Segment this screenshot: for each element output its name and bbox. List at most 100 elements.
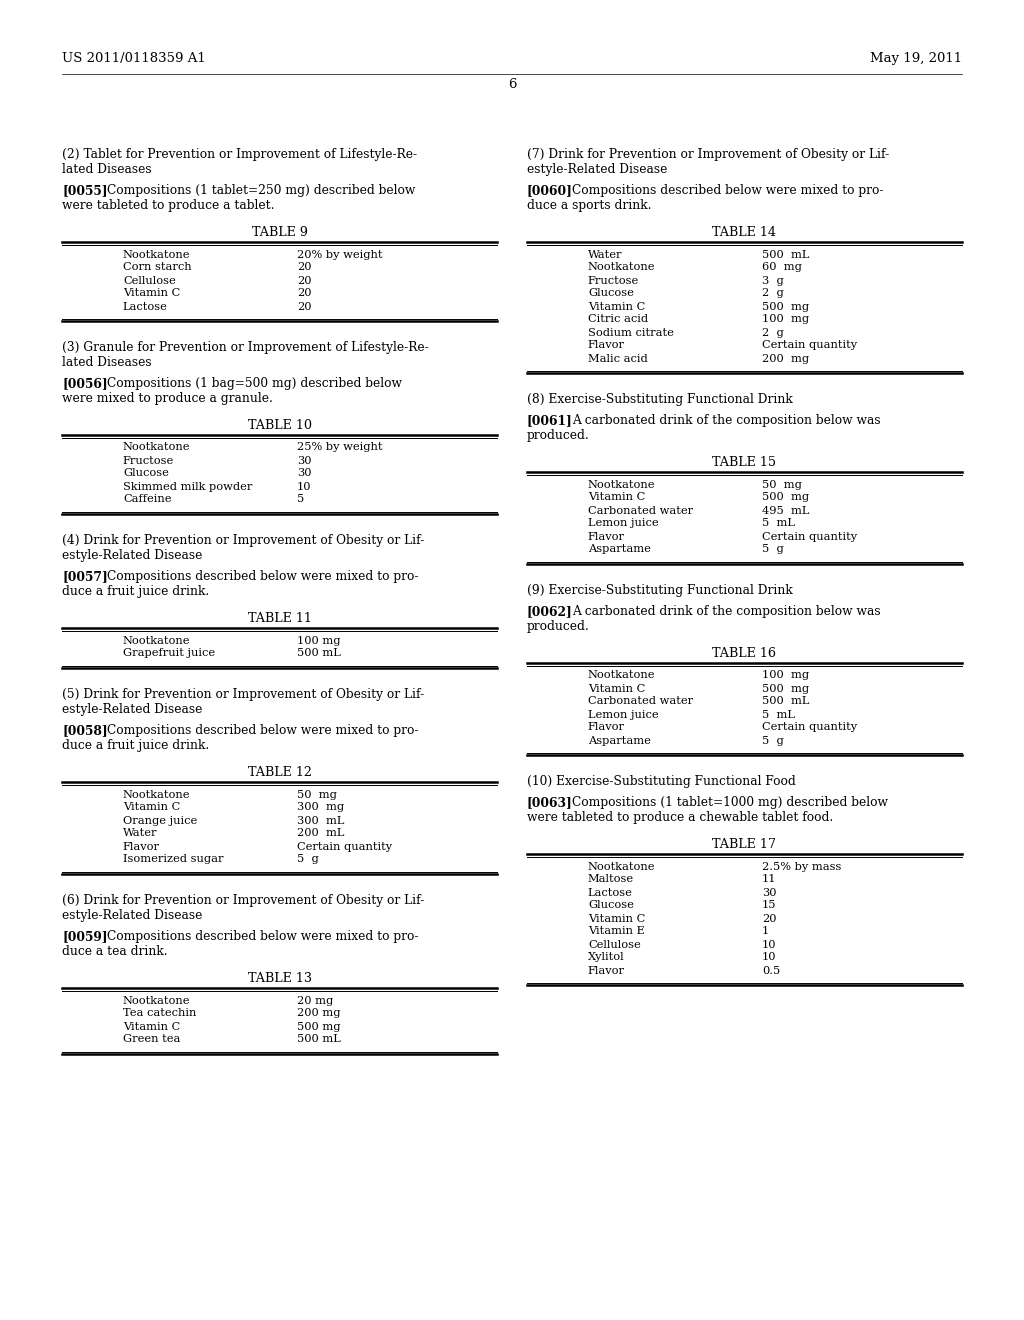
Text: (9) Exercise-Substituting Functional Drink: (9) Exercise-Substituting Functional Dri… [527,583,793,597]
Text: (5) Drink for Prevention or Improvement of Obesity or Lif-: (5) Drink for Prevention or Improvement … [62,688,424,701]
Text: 0.5: 0.5 [762,965,780,975]
Text: 30: 30 [297,455,311,466]
Text: (4) Drink for Prevention or Improvement of Obesity or Lif-: (4) Drink for Prevention or Improvement … [62,535,424,546]
Text: Nootkatone: Nootkatone [123,249,190,260]
Text: duce a tea drink.: duce a tea drink. [62,945,168,958]
Text: Aspartame: Aspartame [588,735,651,746]
Text: 50  mg: 50 mg [297,789,337,800]
Text: Water: Water [588,249,623,260]
Text: 20: 20 [297,276,311,285]
Text: Water: Water [123,829,158,838]
Text: Vitamin C: Vitamin C [588,492,645,503]
Text: [0062]: [0062] [527,605,572,618]
Text: estyle-Related Disease: estyle-Related Disease [62,704,203,715]
Text: Carbonated water: Carbonated water [588,697,693,706]
Text: 5  g: 5 g [762,544,783,554]
Text: Certain quantity: Certain quantity [762,341,857,351]
Text: TABLE 12: TABLE 12 [248,766,311,779]
Text: Certain quantity: Certain quantity [297,842,392,851]
Text: 300  mg: 300 mg [297,803,344,813]
Text: 495  mL: 495 mL [762,506,809,516]
Text: Fructose: Fructose [123,455,174,466]
Text: Cellulose: Cellulose [123,276,176,285]
Text: Cellulose: Cellulose [588,940,641,949]
Text: [0060]: [0060] [527,183,572,197]
Text: [0057]: [0057] [62,570,108,583]
Text: (6) Drink for Prevention or Improvement of Obesity or Lif-: (6) Drink for Prevention or Improvement … [62,894,424,907]
Text: 500  mg: 500 mg [762,684,809,693]
Text: Isomerized sugar: Isomerized sugar [123,854,223,865]
Text: Flavor: Flavor [123,842,160,851]
Text: 11: 11 [762,874,776,884]
Text: [0063]: [0063] [527,796,572,809]
Text: 25% by weight: 25% by weight [297,442,382,453]
Text: TABLE 13: TABLE 13 [248,972,311,985]
Text: lated Diseases: lated Diseases [62,356,152,370]
Text: Xylitol: Xylitol [588,953,625,962]
Text: A carbonated drink of the composition below was: A carbonated drink of the composition be… [571,414,881,426]
Text: Lemon juice: Lemon juice [588,519,658,528]
Text: 500 mg: 500 mg [297,1022,340,1031]
Text: produced.: produced. [527,429,590,442]
Text: 200  mL: 200 mL [297,829,344,838]
Text: were tableted to produce a tablet.: were tableted to produce a tablet. [62,199,274,213]
Text: Vitamin C: Vitamin C [588,684,645,693]
Text: A carbonated drink of the composition below was: A carbonated drink of the composition be… [571,605,881,618]
Text: 5  mL: 5 mL [762,519,795,528]
Text: TABLE 14: TABLE 14 [713,226,776,239]
Text: Nootkatone: Nootkatone [123,442,190,453]
Text: Fructose: Fructose [588,276,639,285]
Text: 20: 20 [297,263,311,272]
Text: Vitamin C: Vitamin C [123,803,180,813]
Text: Vitamin C: Vitamin C [123,289,180,298]
Text: Nootkatone: Nootkatone [588,263,655,272]
Text: Caffeine: Caffeine [123,495,171,504]
Text: 100  mg: 100 mg [762,314,809,325]
Text: [0055]: [0055] [62,183,108,197]
Text: (10) Exercise-Substituting Functional Food: (10) Exercise-Substituting Functional Fo… [527,775,796,788]
Text: Carbonated water: Carbonated water [588,506,693,516]
Text: 500  mL: 500 mL [762,697,809,706]
Text: Certain quantity: Certain quantity [762,722,857,733]
Text: Vitamin C: Vitamin C [123,1022,180,1031]
Text: 2.5% by mass: 2.5% by mass [762,862,842,871]
Text: Aspartame: Aspartame [588,544,651,554]
Text: 50  mg: 50 mg [762,479,802,490]
Text: produced.: produced. [527,620,590,634]
Text: were mixed to produce a granule.: were mixed to produce a granule. [62,392,272,405]
Text: 10: 10 [762,940,776,949]
Text: 500  mg: 500 mg [762,492,809,503]
Text: Nootkatone: Nootkatone [123,635,190,645]
Text: 3  g: 3 g [762,276,783,285]
Text: Corn starch: Corn starch [123,263,191,272]
Text: 30: 30 [297,469,311,479]
Text: Sodium citrate: Sodium citrate [588,327,674,338]
Text: (8) Exercise-Substituting Functional Drink: (8) Exercise-Substituting Functional Dri… [527,393,793,407]
Text: Grapefruit juice: Grapefruit juice [123,648,215,659]
Text: Green tea: Green tea [123,1035,180,1044]
Text: (2) Tablet for Prevention or Improvement of Lifestyle-Re-: (2) Tablet for Prevention or Improvement… [62,148,417,161]
Text: Lemon juice: Lemon juice [588,710,658,719]
Text: Flavor: Flavor [588,341,625,351]
Text: 2  g: 2 g [762,289,783,298]
Text: Flavor: Flavor [588,722,625,733]
Text: TABLE 17: TABLE 17 [713,838,776,851]
Text: Nootkatone: Nootkatone [588,479,655,490]
Text: Orange juice: Orange juice [123,816,198,825]
Text: Compositions described below were mixed to pro-: Compositions described below were mixed … [106,723,418,737]
Text: Compositions (1 tablet=1000 mg) described below: Compositions (1 tablet=1000 mg) describe… [571,796,888,809]
Text: 20% by weight: 20% by weight [297,249,382,260]
Text: Certain quantity: Certain quantity [762,532,857,541]
Text: Maltose: Maltose [588,874,634,884]
Text: Nootkatone: Nootkatone [123,789,190,800]
Text: 500  mL: 500 mL [762,249,809,260]
Text: estyle-Related Disease: estyle-Related Disease [62,909,203,921]
Text: TABLE 16: TABLE 16 [713,647,776,660]
Text: estyle-Related Disease: estyle-Related Disease [62,549,203,562]
Text: US 2011/0118359 A1: US 2011/0118359 A1 [62,51,206,65]
Text: 200  mg: 200 mg [762,354,809,363]
Text: Compositions (1 tablet=250 mg) described below: Compositions (1 tablet=250 mg) described… [106,183,415,197]
Text: Compositions described below were mixed to pro-: Compositions described below were mixed … [106,570,418,583]
Text: 10: 10 [297,482,311,491]
Text: 5: 5 [297,495,304,504]
